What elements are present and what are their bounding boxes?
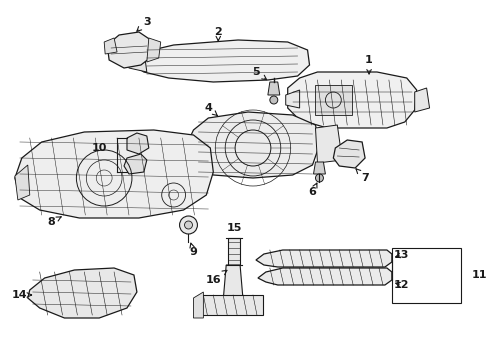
- Text: 14: 14: [12, 290, 31, 300]
- Polygon shape: [104, 38, 117, 54]
- Ellipse shape: [249, 52, 267, 64]
- Text: 8: 8: [48, 217, 61, 227]
- Circle shape: [185, 221, 193, 229]
- Text: 9: 9: [190, 243, 197, 257]
- Polygon shape: [147, 38, 161, 62]
- Text: 10: 10: [92, 143, 107, 153]
- Polygon shape: [333, 140, 365, 168]
- Polygon shape: [198, 295, 263, 315]
- Polygon shape: [194, 292, 203, 318]
- Polygon shape: [316, 125, 343, 163]
- Text: 4: 4: [204, 103, 218, 116]
- Polygon shape: [258, 268, 392, 285]
- Text: 6: 6: [309, 183, 317, 197]
- Text: 15: 15: [226, 223, 242, 233]
- Text: 1: 1: [365, 55, 373, 74]
- Text: 12: 12: [394, 280, 410, 290]
- Polygon shape: [127, 50, 147, 72]
- Text: 7: 7: [356, 169, 369, 183]
- Polygon shape: [15, 130, 213, 218]
- Polygon shape: [268, 82, 280, 95]
- Circle shape: [179, 216, 197, 234]
- Ellipse shape: [183, 52, 204, 68]
- Polygon shape: [187, 112, 319, 178]
- Text: 5: 5: [252, 67, 267, 80]
- Polygon shape: [288, 72, 416, 128]
- Polygon shape: [314, 162, 325, 174]
- Text: 3: 3: [137, 17, 150, 31]
- Polygon shape: [228, 238, 240, 265]
- Circle shape: [270, 96, 278, 104]
- Polygon shape: [124, 154, 147, 174]
- Polygon shape: [286, 90, 299, 108]
- Bar: [392, 248, 461, 303]
- Polygon shape: [223, 265, 243, 300]
- Text: 2: 2: [215, 27, 222, 41]
- Text: 13: 13: [394, 250, 410, 260]
- Polygon shape: [316, 85, 352, 115]
- Polygon shape: [256, 250, 392, 267]
- Polygon shape: [28, 268, 137, 318]
- Polygon shape: [415, 88, 430, 112]
- Polygon shape: [127, 133, 149, 154]
- Polygon shape: [107, 32, 154, 68]
- Circle shape: [316, 174, 323, 182]
- Polygon shape: [15, 165, 30, 200]
- Polygon shape: [129, 40, 310, 82]
- Text: 16: 16: [205, 270, 227, 285]
- Text: 11: 11: [471, 270, 487, 280]
